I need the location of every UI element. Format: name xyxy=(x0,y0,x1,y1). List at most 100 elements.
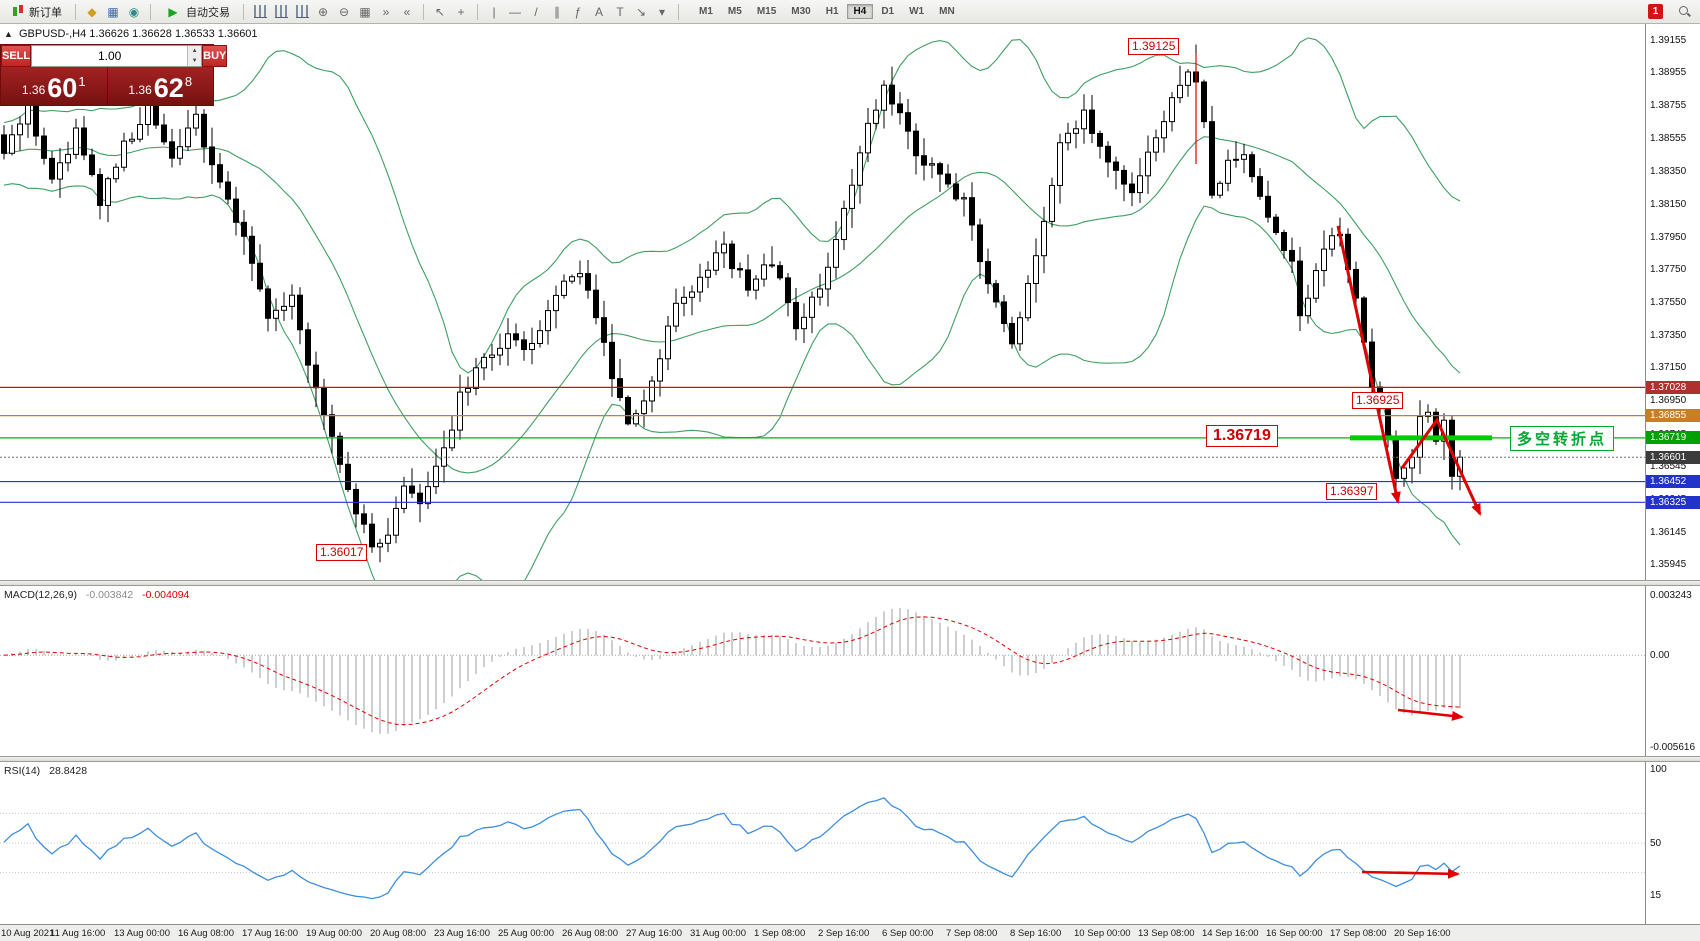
rsi-panel[interactable]: RSI(14) 28.8428 xyxy=(0,762,1646,924)
candle[interactable] xyxy=(801,303,807,344)
candle[interactable] xyxy=(1321,230,1327,287)
symbols-icon[interactable]: ◆ xyxy=(87,4,97,19)
candle[interactable] xyxy=(865,108,871,163)
candle[interactable] xyxy=(809,291,815,334)
text-label-icon[interactable]: T xyxy=(616,4,624,19)
candle[interactable] xyxy=(233,186,239,236)
tab-timeframe-MN[interactable]: MN xyxy=(932,4,962,19)
candle[interactable] xyxy=(657,349,663,397)
tab-timeframe-H1[interactable]: H1 xyxy=(819,4,846,19)
price-tag[interactable]: 1.36719 xyxy=(1206,425,1278,447)
search-icon[interactable] xyxy=(1676,3,1694,20)
candle[interactable] xyxy=(553,285,559,329)
candle[interactable] xyxy=(681,286,687,317)
candle[interactable] xyxy=(337,432,343,474)
candle[interactable] xyxy=(1057,133,1063,204)
candle[interactable] xyxy=(969,182,975,241)
candle[interactable] xyxy=(1113,156,1119,190)
candle[interactable] xyxy=(1185,69,1191,97)
candle[interactable] xyxy=(937,161,943,192)
zoom-out-icon[interactable]: ⊖ xyxy=(338,4,350,19)
candle[interactable] xyxy=(577,260,583,285)
candle[interactable] xyxy=(745,254,751,297)
candle[interactable] xyxy=(625,395,631,426)
tab-timeframe-M1[interactable]: M1 xyxy=(692,4,720,19)
candle[interactable] xyxy=(1289,237,1295,274)
equidistant-channel-icon[interactable]: ∥ xyxy=(554,4,560,19)
candle[interactable] xyxy=(737,262,743,278)
candle[interactable] xyxy=(1049,177,1055,228)
tab-timeframe-M30[interactable]: M30 xyxy=(784,4,817,19)
candle[interactable] xyxy=(1169,92,1175,132)
candle[interactable] xyxy=(49,151,55,184)
candle[interactable] xyxy=(785,273,791,317)
tab-timeframe-H4[interactable]: H4 xyxy=(846,4,874,19)
candle[interactable] xyxy=(137,107,143,143)
candle[interactable] xyxy=(113,163,119,183)
candle[interactable] xyxy=(409,468,415,499)
candle[interactable] xyxy=(177,128,183,166)
candle[interactable] xyxy=(601,300,607,357)
candle[interactable] xyxy=(329,404,335,454)
candle[interactable] xyxy=(377,538,383,563)
volume-up-icon[interactable]: ▲ xyxy=(188,46,202,56)
candle[interactable] xyxy=(1329,227,1335,257)
candle[interactable] xyxy=(1153,129,1159,162)
macd-trend-arrow[interactable] xyxy=(1397,708,1464,721)
price-scale[interactable]: 1.39155 1.38955 1.38755 1.38555 1.38350 1.381… xyxy=(1645,24,1700,924)
candle[interactable] xyxy=(425,471,431,510)
candle[interactable] xyxy=(849,169,855,228)
turning-point-label[interactable]: 多空转折点 xyxy=(1510,426,1615,451)
candle[interactable] xyxy=(1281,229,1287,259)
text-icon[interactable]: A xyxy=(594,4,603,19)
candle[interactable] xyxy=(1305,284,1311,324)
candle[interactable] xyxy=(649,376,655,413)
candle[interactable] xyxy=(65,141,71,172)
candle[interactable] xyxy=(473,358,479,396)
auto-scroll-icon[interactable]: » xyxy=(382,4,390,19)
arrows-dropdown-icon[interactable]: ▾ xyxy=(658,4,666,19)
candle[interactable] xyxy=(497,333,503,366)
volume-stepper[interactable]: ▲ ▼ xyxy=(187,46,202,66)
candle[interactable] xyxy=(609,324,615,397)
candle[interactable] xyxy=(729,240,735,279)
candle[interactable] xyxy=(569,274,575,284)
candle[interactable] xyxy=(921,138,927,181)
candle[interactable] xyxy=(217,152,223,189)
candle[interactable] xyxy=(929,157,935,179)
price-tag[interactable]: 1.36925 xyxy=(1352,392,1404,409)
tab-timeframe-M5[interactable]: M5 xyxy=(721,4,749,19)
market-watch-icon[interactable]: ▦ xyxy=(107,4,119,19)
sell-button[interactable]: SELL xyxy=(1,45,32,67)
candle[interactable] xyxy=(825,252,831,307)
candle[interactable] xyxy=(297,287,303,345)
candle[interactable] xyxy=(241,210,247,255)
candle[interactable] xyxy=(393,496,399,544)
candle[interactable] xyxy=(777,261,783,281)
candle[interactable] xyxy=(1041,206,1047,274)
crosshair-icon[interactable]: + xyxy=(457,4,465,19)
candle[interactable] xyxy=(1273,213,1279,236)
candle[interactable] xyxy=(705,261,711,289)
candlestick-chart[interactable] xyxy=(0,24,1646,580)
candle[interactable] xyxy=(1257,168,1263,200)
chart-shift-icon[interactable]: « xyxy=(403,4,411,19)
candle[interactable] xyxy=(1033,238,1039,303)
candle[interactable] xyxy=(89,148,95,177)
candle[interactable] xyxy=(385,518,391,553)
tab-timeframe-W1[interactable]: W1 xyxy=(902,4,931,19)
candle[interactable] xyxy=(841,200,847,250)
tab-timeframe-M15[interactable]: M15 xyxy=(750,4,783,19)
candles-group[interactable] xyxy=(1,44,1463,563)
candle[interactable] xyxy=(505,318,511,366)
candle[interactable] xyxy=(673,288,679,333)
candle[interactable] xyxy=(481,353,487,381)
candle[interactable] xyxy=(545,299,551,345)
candle[interactable] xyxy=(1161,110,1167,153)
candle[interactable] xyxy=(1145,135,1151,194)
candle[interactable] xyxy=(713,240,719,276)
candle[interactable] xyxy=(185,109,191,151)
candle[interactable] xyxy=(1137,158,1143,203)
candle[interactable] xyxy=(1065,122,1071,151)
price-tag[interactable]: 1.36397 xyxy=(1326,483,1378,500)
